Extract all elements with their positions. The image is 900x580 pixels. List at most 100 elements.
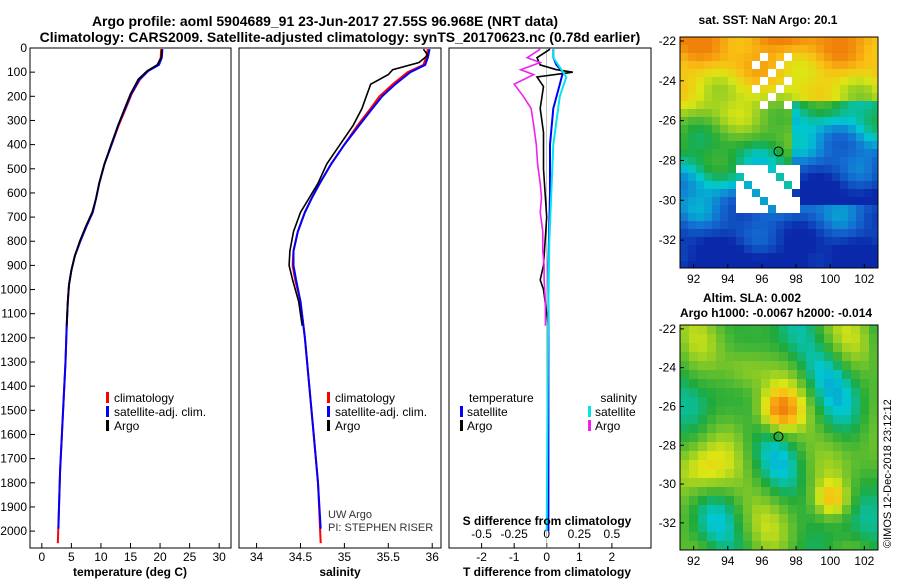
heat-cell <box>864 149 872 157</box>
heat-cell <box>779 505 788 514</box>
heat-cell <box>806 343 815 352</box>
heat-cell <box>815 532 824 541</box>
heat-cell <box>761 343 770 352</box>
heat-cell <box>784 149 792 157</box>
heat-cell <box>698 460 707 469</box>
heat-cell <box>761 442 770 451</box>
heat-cell <box>869 487 878 496</box>
heat-cell <box>680 61 688 69</box>
heat-cell <box>824 379 833 388</box>
heat-cell <box>872 261 878 268</box>
heat-cell <box>689 343 698 352</box>
heat-cell <box>842 379 851 388</box>
heat-cell <box>856 141 864 149</box>
heat-cell <box>752 45 760 53</box>
heat-cell <box>725 361 734 370</box>
heat-cell <box>770 478 779 487</box>
heat-cell <box>736 69 744 77</box>
heat-cell <box>833 388 842 397</box>
heat-cell <box>840 181 848 189</box>
heat-cell <box>833 487 842 496</box>
heat-cell <box>736 149 744 157</box>
x-tick-label: 36 <box>426 550 440 564</box>
heat-cell <box>797 433 806 442</box>
heat-cell <box>728 213 736 221</box>
heat-cell <box>788 388 797 397</box>
heat-cell <box>806 352 815 361</box>
heat-cell <box>725 478 734 487</box>
heat-cell <box>689 532 698 541</box>
annotation-uw-argo: UW Argo <box>328 509 372 521</box>
heat-cell <box>680 334 689 343</box>
heat-cell <box>806 496 815 505</box>
heat-cell <box>842 397 851 406</box>
heat-cell <box>860 397 869 406</box>
heat-cell <box>816 141 824 149</box>
heat-cell <box>878 388 887 397</box>
heat-cell <box>806 541 815 550</box>
x-tick-label: 0 <box>543 550 550 564</box>
heat-cell <box>832 165 840 173</box>
heat-cell <box>840 197 848 205</box>
heat-cell <box>707 442 716 451</box>
heat-cell <box>860 388 869 397</box>
heat-cell <box>842 433 851 442</box>
heat-cell <box>856 37 864 45</box>
heat-cell <box>728 61 736 69</box>
heat-cell <box>728 69 736 77</box>
heat-cell <box>734 388 743 397</box>
heat-cell <box>720 85 728 93</box>
heat-cell <box>696 117 704 125</box>
heat-cell <box>712 61 720 69</box>
heat-cell <box>712 77 720 85</box>
heat-cell <box>833 361 842 370</box>
heat-cell <box>824 37 832 45</box>
heat-cell <box>768 141 776 149</box>
heat-cell <box>768 253 776 261</box>
heat-cell <box>779 496 788 505</box>
heat-cell <box>824 487 833 496</box>
heat-cell <box>860 541 869 550</box>
legend-label-s-argo: Argo <box>595 419 621 433</box>
heat-cell <box>808 109 816 117</box>
heat-cell <box>761 352 770 361</box>
x-tick-label: 35.5 <box>377 550 401 564</box>
y-tick-label: 1500 <box>0 403 27 417</box>
heat-cell <box>869 406 878 415</box>
heat-cell <box>851 460 860 469</box>
legend-label-s-satellite: satellite <box>595 405 636 419</box>
heat-cell <box>856 261 864 268</box>
heat-cell <box>816 173 824 181</box>
heat-cell <box>736 237 744 245</box>
heat-cell <box>869 388 878 397</box>
heat-cell <box>872 45 878 53</box>
heat-cell <box>712 53 720 61</box>
heat-cell <box>696 237 704 245</box>
heat-cell <box>680 181 688 189</box>
heat-cell <box>833 397 842 406</box>
heat-cell <box>842 370 851 379</box>
heat-cell <box>815 325 824 334</box>
heat-cell <box>776 101 784 109</box>
heat-cell <box>878 550 887 559</box>
heat-cell <box>815 361 824 370</box>
heat-cell <box>743 406 752 415</box>
heat-cell <box>752 487 761 496</box>
heat-cell <box>770 505 779 514</box>
legend-swatch-argo <box>327 420 330 431</box>
heat-cell <box>725 532 734 541</box>
heat-cell <box>728 205 736 213</box>
heat-cell <box>736 77 744 85</box>
heat-cell <box>808 133 816 141</box>
heat-cell <box>800 157 808 165</box>
heat-cell <box>728 133 736 141</box>
heat-cell <box>716 397 725 406</box>
heat-cell <box>815 424 824 433</box>
s-tick-label: -0.25 <box>500 527 528 541</box>
heat-cell <box>776 157 784 165</box>
heat-cell <box>776 109 784 117</box>
heat-cell <box>779 325 788 334</box>
heat-cell <box>752 442 761 451</box>
heat-cell <box>760 245 768 253</box>
